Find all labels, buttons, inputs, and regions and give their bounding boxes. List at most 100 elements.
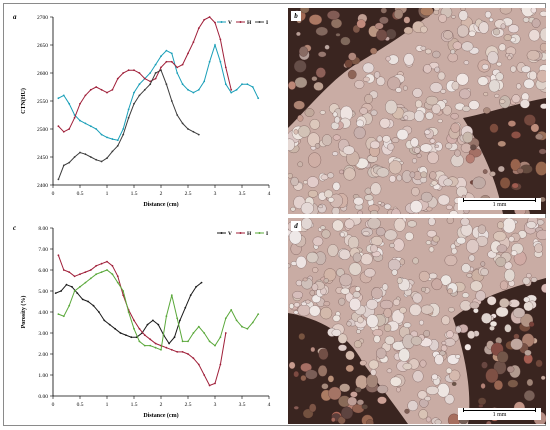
data-point-V (219, 60, 222, 63)
data-point-H (122, 72, 125, 74)
grain (373, 335, 381, 344)
grain (444, 394, 455, 405)
grain (456, 185, 468, 198)
grain (419, 359, 427, 368)
data-point-H (224, 66, 227, 69)
y-axis-label: CTN(HU) (20, 88, 27, 114)
grain (424, 396, 432, 402)
grain (294, 76, 308, 89)
grain (430, 180, 438, 186)
legend-marker (258, 21, 261, 23)
grain (510, 250, 518, 256)
grain (403, 115, 409, 121)
grain (311, 76, 318, 82)
data-point-I (127, 311, 130, 313)
grain (293, 129, 299, 135)
grain (477, 397, 487, 406)
grain (366, 314, 379, 328)
grain (293, 100, 305, 110)
grain (495, 72, 504, 81)
grain (477, 224, 487, 235)
x-tick-label: 4 (268, 402, 271, 408)
grain (293, 302, 301, 308)
grain (385, 56, 391, 62)
data-point-V (54, 292, 57, 294)
grain (445, 367, 453, 374)
series-H (57, 16, 233, 133)
grain (368, 359, 379, 370)
grain (304, 108, 315, 118)
grain (499, 99, 506, 104)
grain (359, 107, 368, 115)
legend-label: I (266, 20, 268, 26)
grain (379, 299, 394, 310)
grain (506, 365, 515, 373)
data-point-V (192, 91, 195, 94)
grain (379, 16, 389, 25)
grain (389, 376, 402, 387)
grain (376, 384, 389, 394)
data-point-H (62, 130, 65, 133)
grain (407, 400, 419, 412)
grain (323, 189, 334, 199)
grain (305, 299, 311, 304)
grain (369, 140, 381, 149)
y-tick-label: 7.00 (38, 247, 48, 253)
x-axis-label: Distance (cm) (143, 412, 178, 419)
panel-letter-b: b (291, 11, 301, 21)
grain (539, 27, 546, 42)
grain (288, 173, 293, 179)
data-point-I (133, 327, 135, 330)
grain (460, 8, 466, 11)
grain (438, 14, 447, 23)
legend-item-V: V (217, 231, 232, 237)
y-tick-label: 2550 (37, 99, 48, 105)
grain (460, 218, 470, 227)
x-tick-label: 2 (160, 402, 163, 408)
figure-frame: a 2400 2450 2500 2550 2600 2650 2700 0 0.5 1 1.5 2 2.… (3, 3, 546, 426)
grain (327, 244, 339, 257)
grain (347, 69, 357, 80)
grain (326, 10, 341, 20)
grain (366, 419, 374, 424)
legend-marker (220, 21, 223, 23)
grain (512, 307, 526, 319)
data-point-H (214, 21, 216, 24)
series-I (57, 269, 260, 351)
grain (356, 329, 361, 334)
data-point-V (195, 285, 198, 288)
grain (335, 32, 341, 37)
grain (483, 107, 491, 114)
grain (410, 137, 419, 148)
legend-marker (220, 232, 223, 234)
data-point-I (197, 133, 200, 136)
grain (528, 29, 541, 42)
x-tick-label: 3.5 (239, 402, 246, 408)
grain (345, 364, 355, 373)
grain (319, 225, 326, 230)
data-point-V (65, 283, 68, 286)
grain (412, 257, 419, 265)
grain (387, 76, 401, 91)
data-point-I (95, 273, 98, 276)
data-point-I (62, 315, 65, 318)
series-V (54, 281, 203, 345)
data-point-I (106, 157, 108, 160)
grain (523, 78, 535, 89)
grain (428, 246, 435, 253)
data-point-H (170, 60, 173, 63)
grain (292, 290, 304, 299)
data-point-V (181, 83, 184, 86)
data-point-I (116, 144, 119, 147)
data-point-I (62, 164, 65, 167)
grain (364, 93, 373, 104)
grain (377, 201, 383, 205)
grain (330, 18, 343, 29)
data-point-V (230, 91, 233, 94)
scale-bar-tick-right (535, 198, 536, 202)
panel-c-chart: c 0.00 1.00 2.00 3.00 4.00 5.00 6.00 7.00 8.00 0 0.… (7, 218, 282, 423)
data-point-I (57, 313, 60, 315)
grain (493, 231, 507, 242)
grain (451, 381, 457, 386)
grain (336, 268, 345, 277)
